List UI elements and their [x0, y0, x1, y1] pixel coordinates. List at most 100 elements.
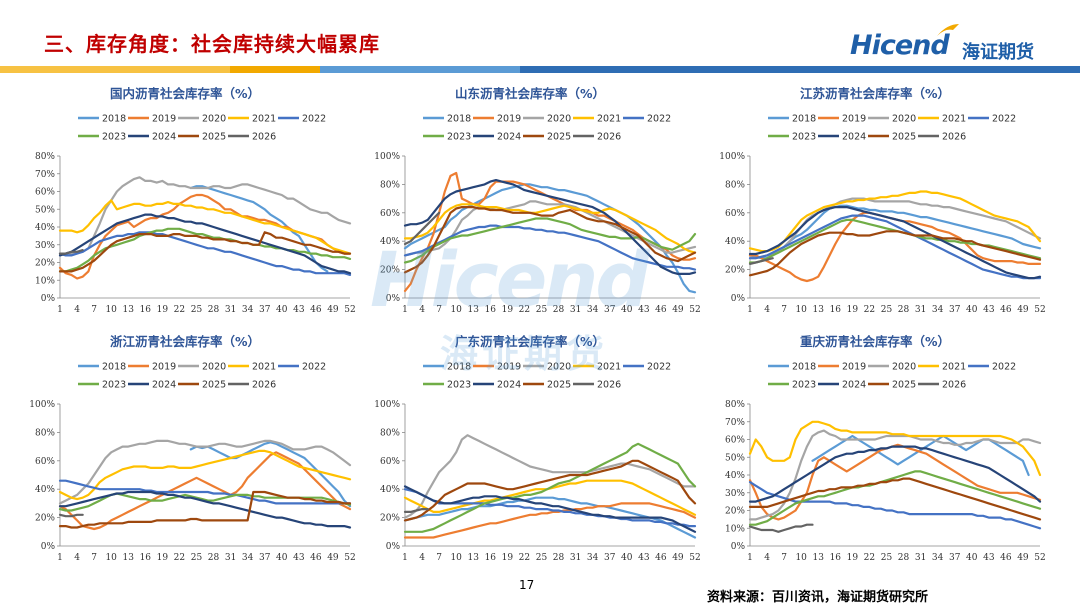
x-tick-label: 13 [123, 305, 135, 315]
legend-label-2020: 2020 [202, 362, 226, 373]
x-tick-label: 52 [1034, 553, 1045, 563]
x-tick-label: 37 [604, 305, 616, 315]
x-tick-label: 49 [1017, 553, 1029, 563]
legend-label-2021: 2021 [942, 114, 966, 125]
x-tick-label: 4 [419, 305, 425, 315]
y-tick-label: 80% [35, 428, 55, 438]
x-tick-label: 52 [344, 553, 355, 563]
legend-label-2022: 2022 [647, 114, 671, 125]
logo-chinese-name: 海证期货 [962, 42, 1034, 63]
x-tick-label: 16 [140, 305, 152, 315]
y-tick-label: 0% [41, 294, 56, 304]
x-tick-label: 34 [242, 553, 254, 563]
x-tick-label: 4 [419, 553, 425, 563]
x-tick-label: 22 [174, 305, 185, 315]
line-chart-chongqing: 2018 2019 2020 2021 2022 2023 2024 2025 2026 0% 10… [725, 362, 1046, 564]
y-tick-label: 70% [35, 170, 55, 180]
x-tick-label: 28 [898, 305, 910, 315]
series-line-2022 [403, 224, 697, 271]
x-tick-label: 4 [74, 305, 80, 315]
series-line-2021 [748, 190, 1042, 253]
x-tick-label: 37 [949, 305, 961, 315]
x-tick-label: 19 [157, 553, 169, 563]
series-line-2026 [748, 257, 774, 265]
x-tick-label: 16 [830, 305, 842, 315]
series-line-2018 [403, 183, 697, 294]
legend-label-2021: 2021 [942, 362, 966, 373]
x-tick-label: 22 [519, 553, 530, 563]
legend-label-2018: 2018 [447, 362, 471, 373]
x-tick-label: 43 [293, 305, 305, 315]
legend-label-2019: 2019 [152, 362, 176, 373]
legend-label-2024: 2024 [152, 380, 176, 391]
chart-title: 浙江沥青社会库存率（%） [109, 334, 261, 349]
series-line-2024 [403, 178, 697, 275]
chart-title: 重庆沥青社会库存率（%） [799, 334, 951, 349]
x-tick-label: 25 [191, 305, 203, 315]
y-tick-label: 20% [380, 514, 400, 524]
x-tick-label: 43 [638, 305, 650, 315]
x-tick-label: 10 [450, 305, 462, 315]
x-tick-label: 52 [344, 305, 355, 315]
legend-label-2024: 2024 [152, 132, 176, 143]
x-tick-label: 46 [655, 553, 667, 563]
x-tick-label: 46 [310, 553, 322, 563]
series-line-2020 [403, 434, 697, 519]
y-tick-label: 80% [380, 428, 400, 438]
y-tick-label: 50% [35, 205, 55, 215]
chart-panel-jiangsu: 江苏沥青社会库存率（%） 2018 2019 2020 2021 2022 2023 202… [700, 83, 1050, 318]
y-tick-label: 40% [380, 485, 400, 495]
x-tick-label: 28 [553, 305, 565, 315]
chart-panel-shandong: 山东沥青社会库存率（%） 2018 2019 2020 2021 2022 2023 202… [355, 83, 705, 318]
x-tick-label: 16 [485, 305, 497, 315]
legend-label-2019: 2019 [497, 114, 521, 125]
x-tick-label: 7 [781, 553, 787, 563]
line-chart-jiangsu: 2018 2019 2020 2021 2022 2023 2024 2025 2026 0% 20… [719, 114, 1045, 316]
x-tick-label: 1 [57, 305, 63, 315]
series-line-2026 [58, 513, 84, 518]
legend-label-2019: 2019 [842, 114, 866, 125]
series-line-2020 [58, 176, 352, 255]
x-tick-label: 34 [932, 305, 944, 315]
x-tick-label: 49 [672, 305, 684, 315]
x-tick-label: 31 [915, 305, 926, 315]
x-tick-label: 43 [983, 553, 995, 563]
y-tick-label: 100% [374, 152, 400, 162]
x-tick-label: 10 [450, 553, 462, 563]
x-tick-label: 28 [208, 553, 220, 563]
series-line-2026 [403, 508, 429, 513]
x-tick-label: 31 [225, 305, 236, 315]
legend-label-2025: 2025 [892, 380, 916, 391]
y-tick-label: 100% [374, 400, 400, 410]
line-chart-shandong: 2018 2019 2020 2021 2022 2023 2024 2025 2026 0% 20… [374, 114, 700, 316]
x-tick-label: 22 [864, 553, 875, 563]
logo-wordmark: Hicend [850, 30, 950, 61]
y-tick-label: 50% [725, 453, 745, 463]
x-tick-label: 7 [436, 553, 442, 563]
y-tick-label: 40% [725, 471, 745, 481]
x-tick-label: 16 [830, 553, 842, 563]
x-tick-label: 34 [587, 553, 599, 563]
x-tick-label: 28 [553, 553, 565, 563]
chart-title: 广东沥青社会库存率（%） [454, 334, 606, 349]
x-tick-label: 4 [764, 553, 770, 563]
legend-label-2021: 2021 [252, 114, 276, 125]
legend-label-2020: 2020 [892, 362, 916, 373]
page-number: 17 [519, 578, 535, 592]
series-line-2022 [58, 479, 352, 505]
x-tick-label: 1 [402, 305, 408, 315]
x-tick-label: 16 [140, 553, 152, 563]
x-tick-label: 19 [502, 553, 514, 563]
x-tick-label: 37 [259, 305, 271, 315]
legend-label-2018: 2018 [447, 114, 471, 125]
legend-label-2018: 2018 [102, 362, 126, 373]
legend-label-2019: 2019 [152, 114, 176, 125]
legend-label-2024: 2024 [842, 132, 866, 143]
x-tick-label: 13 [813, 305, 825, 315]
x-tick-label: 1 [747, 305, 753, 315]
series-line-2022 [748, 214, 1042, 280]
legend-label-2020: 2020 [547, 362, 571, 373]
x-tick-label: 43 [293, 553, 305, 563]
legend-label-2019: 2019 [497, 362, 521, 373]
legend-label-2022: 2022 [302, 114, 326, 125]
